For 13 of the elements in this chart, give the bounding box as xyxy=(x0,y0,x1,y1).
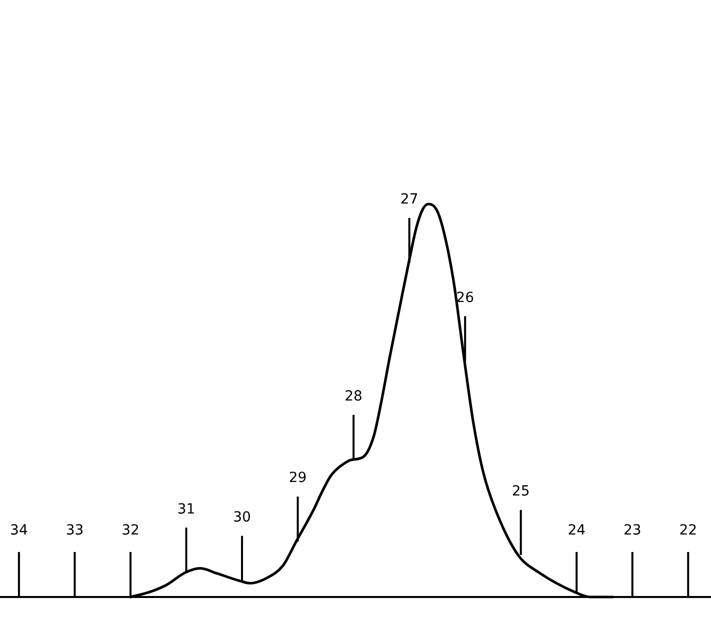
x-tick-label: 34 xyxy=(10,522,28,539)
annotation: 26 xyxy=(456,290,474,306)
x-tick-label: 22 xyxy=(679,522,698,539)
x-tick-label: 23 xyxy=(623,522,642,539)
annotation: 30 xyxy=(233,510,251,526)
annotation: 31 xyxy=(177,501,196,518)
annotation: 27 xyxy=(400,192,418,208)
x-tick-label: 24 xyxy=(568,522,586,539)
x-tick-label: 32 xyxy=(122,522,140,539)
annotation: 28 xyxy=(344,388,362,404)
annotation: 29 xyxy=(288,470,307,486)
annotation: 25 xyxy=(512,484,530,500)
x-tick-label: 33 xyxy=(66,522,84,539)
